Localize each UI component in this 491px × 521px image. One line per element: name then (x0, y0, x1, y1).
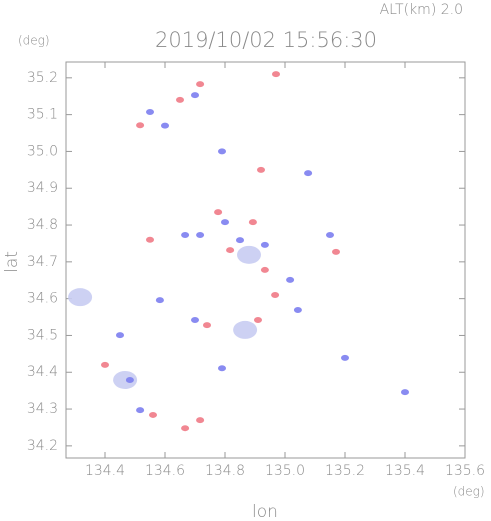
echo-cell (191, 92, 199, 99)
echo-area (233, 320, 258, 339)
echo-cell (196, 231, 205, 238)
echo-cell (196, 81, 205, 88)
echo-cell (155, 297, 164, 304)
chart-title: 2019/10/02 15:56:30 (155, 28, 377, 52)
echo-cell (326, 231, 334, 238)
echo-cell (341, 354, 349, 361)
echo-area (113, 370, 138, 389)
y-tick-label: 34.5 (27, 327, 58, 343)
y-tick-label: 34.4 (27, 364, 58, 380)
echo-cell (221, 219, 229, 226)
x-tick-label: 135.6 (445, 463, 485, 479)
y-tick-label: 34.7 (27, 254, 58, 270)
plot-frame (65, 61, 466, 459)
echo-cell (218, 148, 226, 155)
y-tick-label: 35.0 (27, 143, 58, 159)
x-tick-label: 134.8 (205, 463, 245, 479)
x-tick-label: 135.0 (265, 463, 305, 479)
echo-cell (136, 407, 145, 414)
echo-cell (116, 332, 124, 339)
echo-cell (125, 376, 134, 383)
echo-cell (218, 365, 226, 372)
echo-cell (196, 417, 205, 424)
echo-cell (257, 166, 265, 173)
echo-cell (146, 236, 154, 243)
echo-cell (254, 316, 262, 323)
x-tick-label: 134.6 (145, 463, 185, 479)
echo-cell (332, 248, 340, 255)
y-tick-label: 34.9 (27, 180, 58, 196)
echo-cell (304, 170, 313, 177)
y-tick-label: 35.1 (27, 107, 58, 123)
y-tick-label: 34.6 (27, 291, 58, 307)
echo-cell (286, 276, 295, 283)
echo-cell (260, 241, 269, 248)
y-tick-label: 34.3 (27, 401, 58, 417)
echo-cell (191, 316, 199, 323)
echo-cell (181, 425, 190, 432)
echo-cell (161, 122, 169, 129)
echo-area (237, 245, 261, 264)
echo-cell (149, 411, 157, 418)
y-axis-label: lat (2, 251, 22, 273)
echo-cell (181, 231, 190, 238)
echo-cell (260, 266, 269, 273)
echo-cell (401, 389, 409, 396)
echo-cell (236, 237, 244, 244)
echo-cell (272, 71, 280, 78)
y-tick-label: 34.2 (27, 438, 58, 454)
echo-cell (136, 122, 145, 129)
x-tick-label: 135.4 (385, 463, 425, 479)
y-tick-label: 34.8 (27, 217, 58, 233)
echo-cell (101, 361, 109, 368)
x-tick-label: 134.4 (85, 463, 125, 479)
x-axis-label: lon (252, 502, 278, 521)
altitude-label: ALT(km) 2.0 (380, 2, 463, 18)
x-unit: (deg) (453, 485, 485, 499)
echo-cell (293, 307, 302, 314)
y-tick-label: 35.2 (27, 70, 58, 86)
echo-cell (226, 247, 235, 254)
echo-cell (203, 322, 211, 329)
echo-cell (248, 219, 257, 226)
echo-cell (146, 109, 154, 116)
echo-cell (176, 96, 184, 103)
x-tick-label: 135.2 (325, 463, 365, 479)
echo-cell (214, 209, 223, 216)
echo-cell (271, 291, 280, 298)
y-unit: (deg) (18, 34, 50, 48)
echo-area (68, 288, 93, 307)
